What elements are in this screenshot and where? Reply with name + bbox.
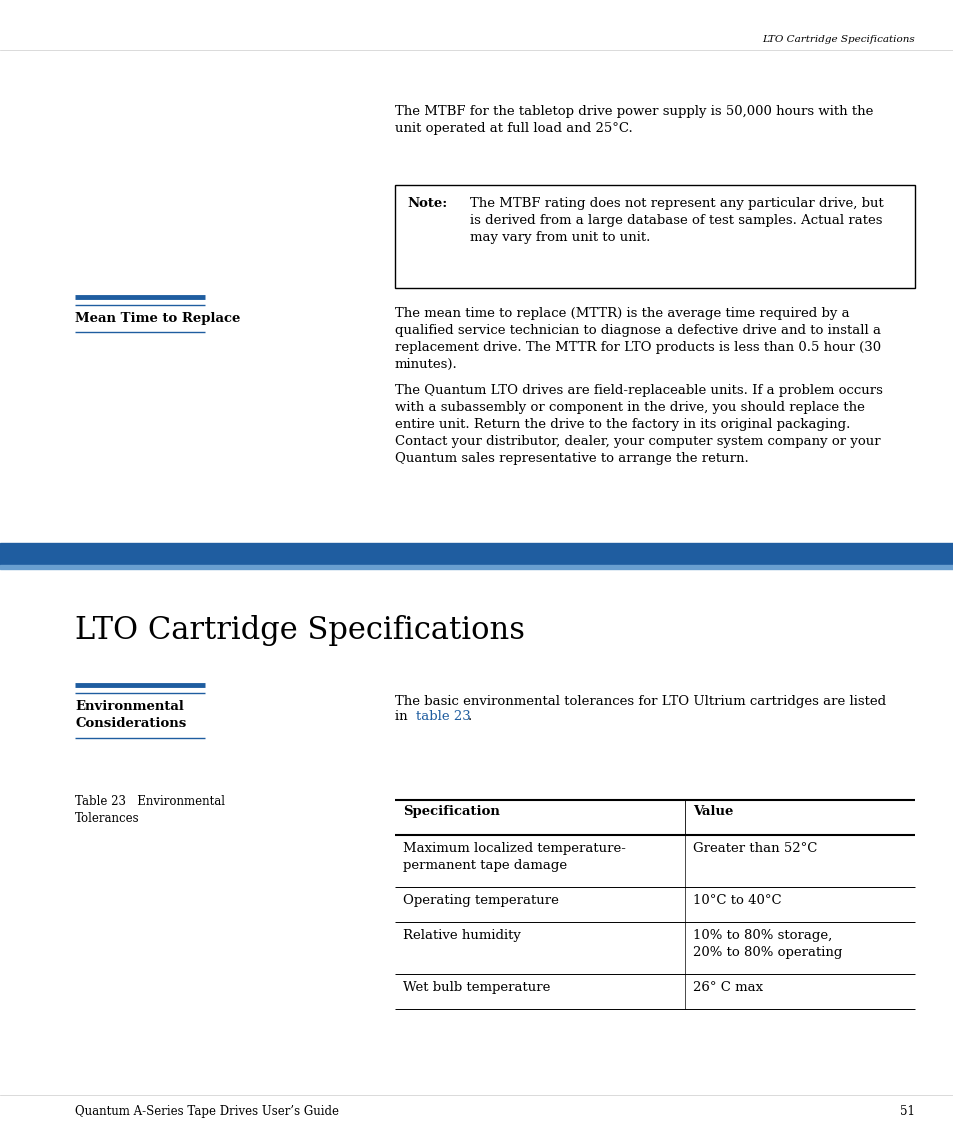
Text: The mean time to replace (MTTR) is the average time required by a
qualified serv: The mean time to replace (MTTR) is the a…	[395, 307, 881, 371]
Text: 26° C max: 26° C max	[692, 981, 762, 994]
Text: Maximum localized temperature-
permanent tape damage: Maximum localized temperature- permanent…	[402, 842, 625, 872]
Text: Note:: Note:	[407, 197, 447, 210]
Text: The MTBF for the tabletop drive power supply is 50,000 hours with the
unit opera: The MTBF for the tabletop drive power su…	[395, 105, 872, 135]
Bar	[0, 543, 953, 564]
Bar	[0, 564, 953, 569]
Text: The MTBF rating does not represent any particular drive, but
is derived from a l: The MTBF rating does not represent any p…	[470, 197, 882, 244]
Text: Mean Time to Replace: Mean Time to Replace	[75, 311, 240, 325]
Text: The Quantum LTO drives are field-replaceable units. If a problem occurs
with a s: The Quantum LTO drives are field-replace…	[395, 384, 882, 465]
Text: Greater than 52°C: Greater than 52°C	[692, 842, 817, 855]
Text: Operating temperature: Operating temperature	[402, 894, 558, 907]
Text: Value: Value	[692, 805, 733, 818]
Text: in: in	[395, 711, 412, 724]
Text: 10% to 80% storage,
20% to 80% operating: 10% to 80% storage, 20% to 80% operating	[692, 929, 841, 960]
Text: Table 23   Environmental
Tolerances: Table 23 Environmental Tolerances	[75, 795, 225, 826]
Text: Quantum A-Series Tape Drives User’s Guide: Quantum A-Series Tape Drives User’s Guid…	[75, 1105, 338, 1118]
Text: .: .	[468, 711, 472, 724]
Text: Specification: Specification	[402, 805, 499, 818]
Text: table 23: table 23	[416, 711, 470, 724]
FancyBboxPatch shape	[395, 185, 914, 289]
Text: LTO Cartridge Specifications: LTO Cartridge Specifications	[75, 615, 524, 646]
Text: 10°C to 40°C: 10°C to 40°C	[692, 894, 781, 907]
Text: The basic environmental tolerances for LTO Ultrium cartridges are listed: The basic environmental tolerances for L…	[395, 695, 885, 708]
Text: 51: 51	[900, 1105, 914, 1118]
Text: Relative humidity: Relative humidity	[402, 929, 520, 942]
Text: LTO Cartridge Specifications: LTO Cartridge Specifications	[761, 35, 914, 44]
Text: Environmental
Considerations: Environmental Considerations	[75, 700, 186, 731]
Text: Wet bulb temperature: Wet bulb temperature	[402, 981, 550, 994]
